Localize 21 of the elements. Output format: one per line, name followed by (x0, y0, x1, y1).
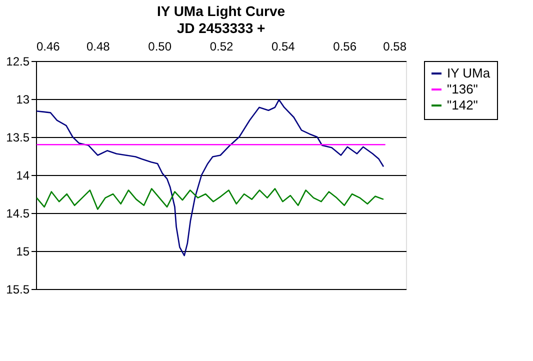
y-tick-label: 12.5 (6, 54, 30, 68)
legend-label: IY UMa (447, 66, 491, 80)
x-tick-label: 0.52 (210, 40, 234, 54)
y-tick-label: 15.5 (6, 282, 30, 296)
x-tick-label: 0.48 (86, 40, 110, 54)
chart-title: IY UMa Light Curve (156, 3, 286, 19)
x-tick-label: 0.54 (271, 40, 296, 54)
line-series (36, 188, 384, 210)
x-tick-label: 0.56 (333, 40, 357, 54)
y-tick-label: 13 (16, 92, 30, 106)
legend-label: "136" (447, 82, 478, 96)
x-tick-label: 0.58 (383, 40, 407, 54)
y-tick-label: 13.5 (6, 130, 30, 144)
legend-label: "142" (447, 98, 478, 112)
x-tick-label: 0.50 (148, 40, 172, 54)
x-tick-label: 0.46 (36, 40, 60, 54)
y-tick-label: 14.5 (6, 206, 30, 220)
line-series (36, 99, 384, 256)
y-tick-label: 15 (16, 244, 30, 258)
y-tick-label: 14 (16, 168, 30, 182)
chart-subtitle: JD 2453333 + (176, 20, 266, 36)
